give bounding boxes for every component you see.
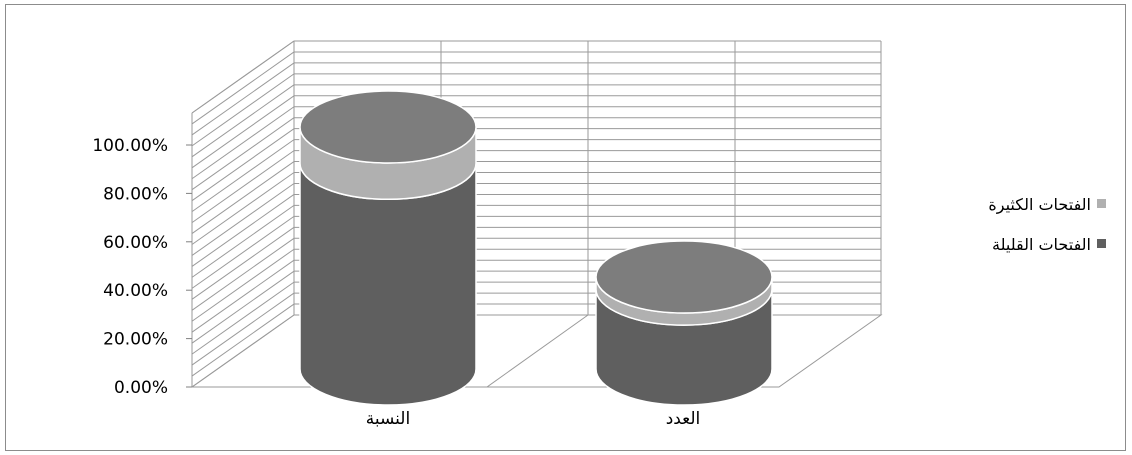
legend-swatch — [1097, 199, 1106, 208]
side-gridline — [191, 281, 295, 355]
chart-walls — [190, 40, 883, 388]
cylinder-top — [299, 90, 477, 164]
side-gridline — [191, 128, 295, 202]
y-tick-label: 20.00% — [103, 330, 168, 350]
floor — [190, 314, 883, 388]
legend: الفتحات الكثيرة الفتحات القليلة — [988, 195, 1106, 254]
legend-label: الفتحات الكثيرة — [988, 195, 1091, 215]
floor-divider — [486, 314, 589, 388]
legend-label: الفتحات القليلة — [992, 235, 1091, 254]
side-gridline — [191, 259, 295, 333]
side-gridline — [191, 40, 295, 114]
side-gridline — [191, 183, 295, 256]
side-gridline — [191, 215, 295, 289]
side-gridline — [191, 51, 295, 125]
y-tick-label: 100.00% — [92, 136, 168, 156]
legend-swatch — [1097, 239, 1106, 248]
side-gridline — [191, 172, 295, 245]
side-gridline — [191, 226, 295, 300]
x-axis: النسبة العدد — [366, 409, 701, 429]
side-gridline — [191, 314, 295, 388]
side-gridline — [191, 139, 295, 213]
side-gridline — [191, 106, 295, 180]
side-gridline — [191, 161, 295, 234]
cylinder — [299, 90, 477, 406]
y-axis: 0.00% 20.00% 40.00% 60.00% 80.00% 100.00% — [92, 136, 192, 398]
side-gridline — [191, 95, 295, 169]
side-gridline — [191, 270, 295, 344]
side-gridline — [191, 117, 295, 191]
side-gridline — [191, 194, 295, 267]
side-gridline — [191, 73, 295, 147]
bars — [299, 90, 773, 406]
side-gridline — [191, 237, 295, 311]
side-gridline — [191, 84, 295, 158]
side-gridline — [191, 292, 295, 366]
side-gridline — [191, 150, 295, 224]
y-tick-label: 80.00% — [103, 184, 168, 204]
x-tick-label: النسبة — [366, 409, 410, 429]
y-tick-label: 40.00% — [103, 281, 168, 301]
x-tick-label: العدد — [666, 409, 701, 429]
side-gridline — [191, 62, 295, 136]
y-tick-label: 0.00% — [114, 378, 168, 398]
side-gridline — [191, 204, 295, 278]
side-gridline — [191, 303, 295, 377]
side-gridline — [191, 248, 295, 322]
cylinder — [595, 240, 773, 406]
y-tick-label: 60.00% — [103, 233, 168, 253]
cylinder-top — [595, 240, 773, 314]
